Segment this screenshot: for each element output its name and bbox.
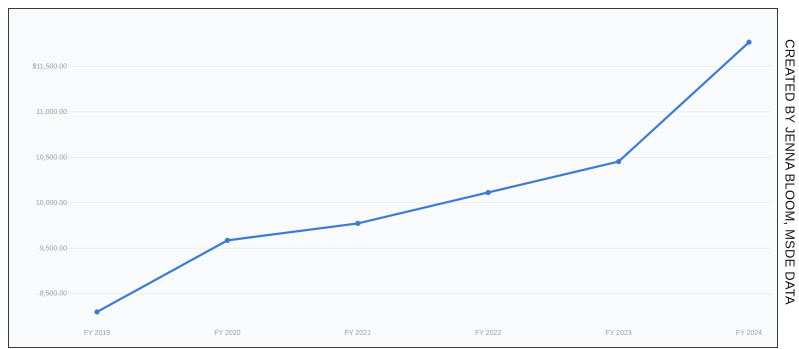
y-tick-label: 11,000.00: [36, 109, 67, 116]
credit-caption: CREATED BY JENNA BLOOM, MSDE DATA: [779, 0, 799, 344]
data-point[interactable]: [746, 39, 752, 45]
series-line: [95, 41, 751, 314]
x-tick-label: FY 2023: [605, 330, 631, 337]
line-chart: 8,500.00 9,500.00 10,000.00 10,500.00 11,000…: [32, 39, 771, 337]
x-tick-label: FY 2021: [345, 330, 371, 337]
x-tick-label: FY 2019: [84, 330, 110, 337]
data-point[interactable]: [224, 237, 230, 243]
y-tick-label: 9,500.00: [40, 245, 67, 252]
x-tick-label: FY 2020: [214, 330, 240, 337]
credit-text: CREATED BY JENNA BLOOM, MSDE DATA: [782, 39, 798, 305]
data-point[interactable]: [616, 158, 622, 165]
y-tick-label: 10,500.00: [36, 154, 67, 161]
y-tick-label: 8,500.00: [40, 291, 67, 298]
data-point[interactable]: [485, 189, 491, 196]
x-tick-label: FY 2022: [475, 330, 501, 337]
y-tick-label: $11,500.00: [32, 63, 67, 70]
x-tick-label: FY 2024: [736, 330, 762, 337]
data-point[interactable]: [94, 309, 100, 315]
data-point[interactable]: [355, 220, 361, 227]
y-tick-label: 10,000.00: [36, 200, 67, 207]
chart-panel: 8,500.00 9,500.00 10,000.00 10,500.00 11,000…: [8, 8, 778, 348]
